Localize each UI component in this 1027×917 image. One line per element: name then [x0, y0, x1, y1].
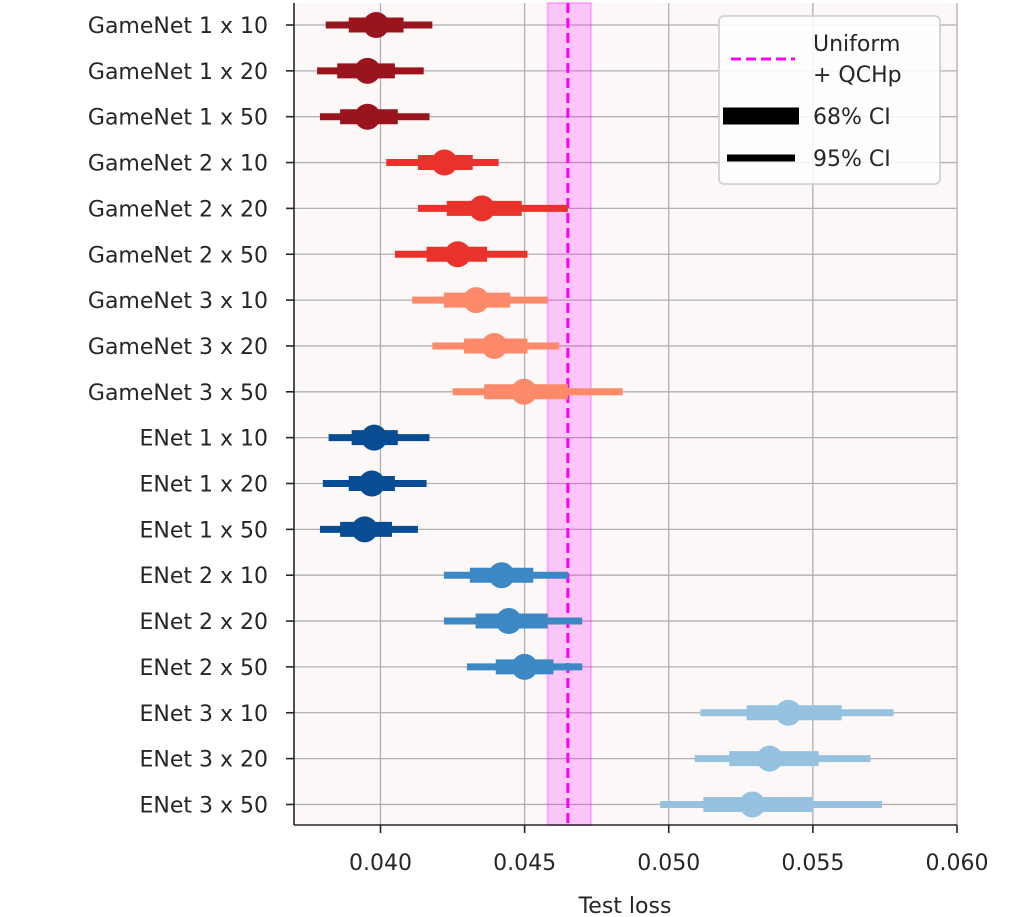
mean-point — [354, 103, 381, 130]
series-layer — [317, 12, 894, 818]
x-tick-label: 0.060 — [926, 851, 989, 876]
y-tick-label: GameNet 3 x 50 — [88, 381, 268, 406]
x-ticks: 0.040 0.045 0.050 0.055 0.060 — [349, 825, 989, 876]
mean-point — [756, 745, 783, 772]
y-tick-label: GameNet 2 x 20 — [88, 197, 268, 222]
mean-point — [354, 57, 381, 84]
y-tick-label: GameNet 2 x 50 — [88, 243, 268, 268]
y-tick-label: GameNet 1 x 10 — [88, 14, 268, 39]
mean-point — [488, 562, 515, 589]
legend-reference-label-line2: + QCHp — [813, 63, 902, 88]
mean-point — [468, 195, 495, 222]
mean-point — [358, 470, 385, 497]
legend-frame — [718, 15, 941, 185]
y-tick-label: GameNet 3 x 10 — [88, 289, 268, 314]
y-tick-label: GameNet 2 x 10 — [88, 152, 268, 177]
y-tick-label: ENet 3 x 20 — [139, 748, 268, 773]
legend-ci68-label: 68% CI — [813, 105, 891, 130]
mean-point — [361, 424, 388, 451]
x-tick-label: 0.055 — [781, 851, 844, 876]
x-tick-label: 0.040 — [349, 851, 412, 876]
mean-point — [511, 378, 538, 405]
y-tick-label: ENet 1 x 20 — [139, 473, 268, 498]
x-axis-title: Test loss — [578, 894, 672, 917]
y-tick-label: GameNet 1 x 50 — [88, 106, 268, 131]
mean-point — [775, 699, 802, 726]
y-tick-label: ENet 2 x 50 — [139, 656, 268, 681]
y-ticks: GameNet 1 x 10 GameNet 1 x 20 GameNet 1 x … — [88, 14, 294, 818]
mean-point — [495, 608, 522, 635]
x-tick-label: 0.050 — [637, 851, 700, 876]
legend-ci95-label: 95% CI — [813, 147, 891, 172]
mean-point — [351, 516, 378, 543]
y-tick-label: ENet 2 x 10 — [139, 564, 268, 589]
y-tick-label: GameNet 1 x 20 — [88, 60, 268, 85]
y-tick-label: GameNet 3 x 20 — [88, 335, 268, 360]
y-tick-label: ENet 1 x 50 — [139, 518, 268, 543]
y-tick-label: ENet 2 x 20 — [139, 610, 268, 635]
y-tick-label: ENet 3 x 10 — [139, 702, 268, 727]
y-tick-label: ENet 1 x 10 — [139, 427, 268, 452]
x-tick-label: 0.045 — [493, 851, 556, 876]
mean-point — [444, 241, 471, 268]
reference-band-layer — [546, 2, 592, 826]
legend: Uniform + QCHp 68% CI 95% CI — [718, 15, 941, 185]
mean-point — [363, 12, 390, 38]
mean-point — [463, 287, 490, 314]
mean-point — [481, 332, 508, 359]
axes — [293, 3, 957, 826]
y-tick-label: ENet 3 x 50 — [139, 793, 268, 818]
mean-point — [431, 149, 458, 176]
mean-point — [511, 653, 538, 680]
mean-point — [739, 791, 766, 818]
legend-reference-label-line1: Uniform — [813, 32, 900, 57]
